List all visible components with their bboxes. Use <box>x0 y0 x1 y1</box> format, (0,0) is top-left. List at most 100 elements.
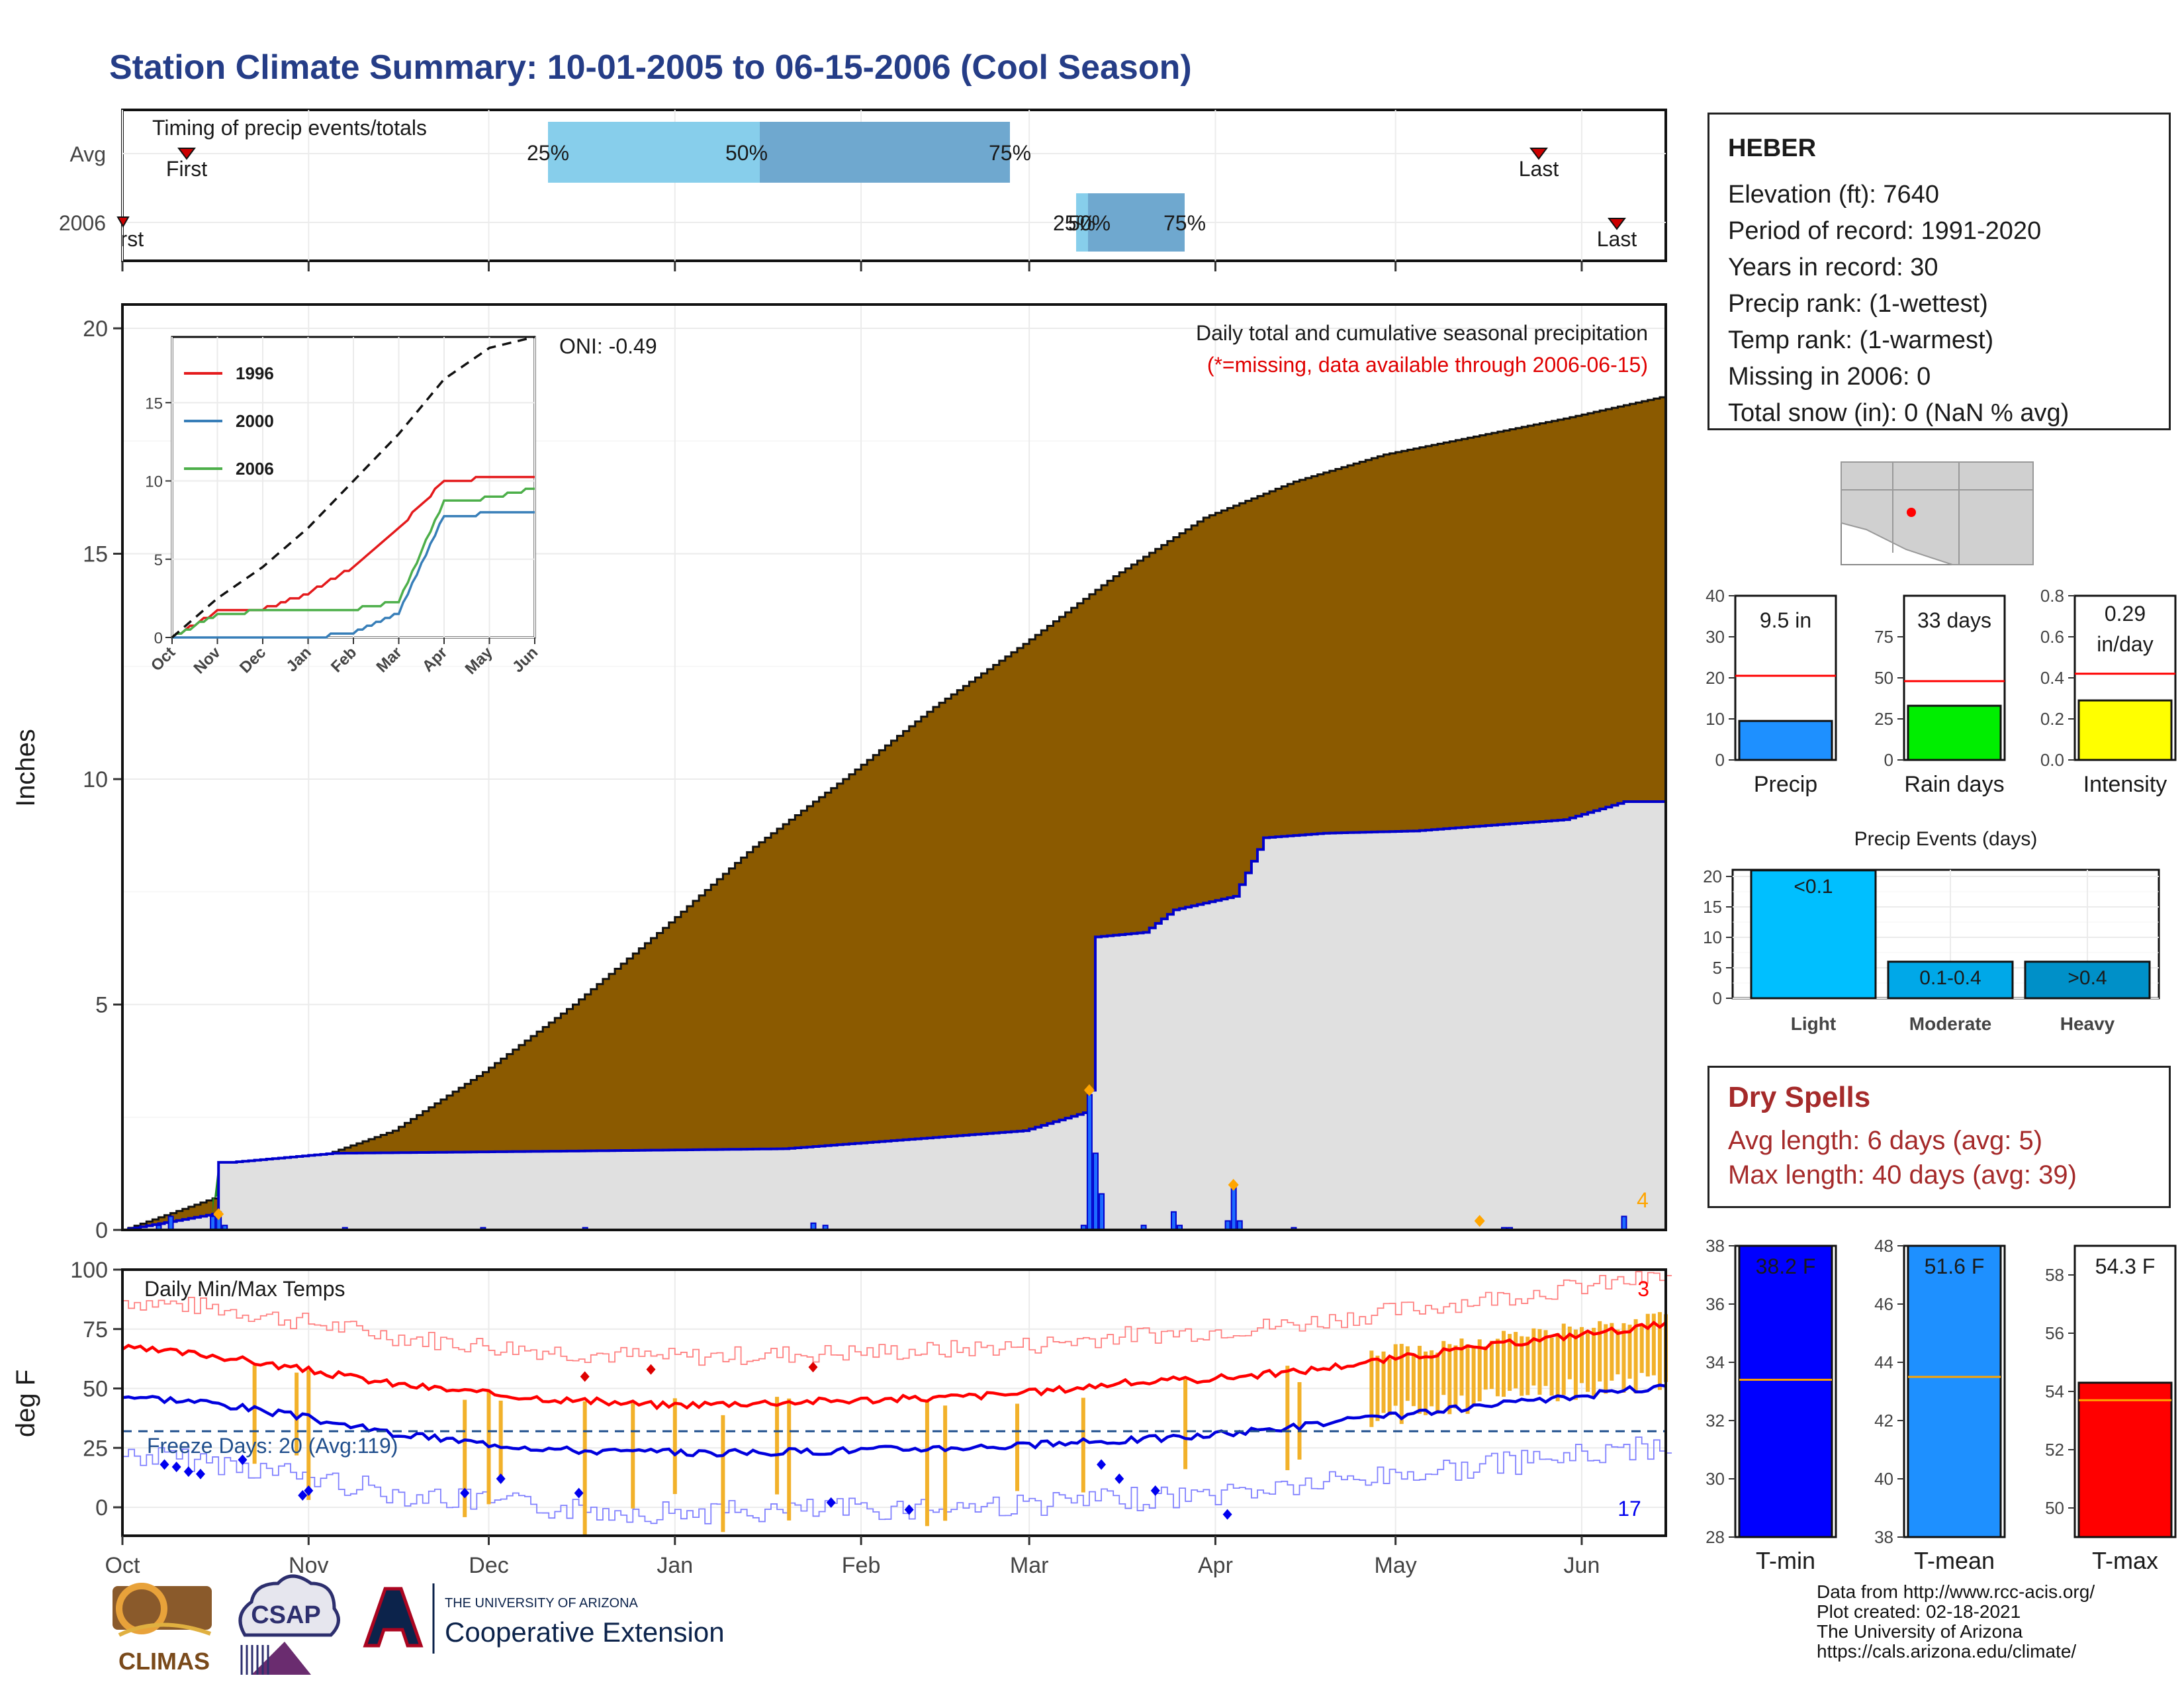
temp-summary-ytick-label: 38 <box>1874 1527 1893 1547</box>
timing-2006-q50-q75-bar <box>1088 193 1185 252</box>
month-label: Mar <box>1010 1553 1049 1578</box>
inset-ytick-label: 0 <box>154 630 163 647</box>
temp-summary-ytick-label: 54 <box>2045 1382 2064 1401</box>
dry-spells-title: Dry Spells <box>1728 1081 1871 1113</box>
timing-avg-last: Last <box>1519 157 1559 181</box>
record-low-diamond <box>171 1461 181 1472</box>
temp-ytick-label: 75 <box>83 1317 108 1342</box>
credit-source: Data from http://www.rcc-acis.org/ <box>1817 1581 2095 1602</box>
temp-summary-value-tmin: 38.2 F <box>1756 1254 1816 1278</box>
timing-avg-last-marker <box>1529 148 1548 160</box>
csap-logo-cloud <box>238 1574 340 1637</box>
temp-range-bar <box>1627 1325 1632 1379</box>
temp-range-bar <box>1459 1338 1464 1396</box>
temp-summary-value-tmax: 54.3 F <box>2095 1254 2156 1278</box>
precip-count-label: 4 <box>1637 1188 1649 1212</box>
temp-summary-ytick-label: 42 <box>1874 1411 1893 1430</box>
temperature-panel: 0 25 50 75 100 Daily Min/Max Temps Freeze Days… <box>11 1258 1672 1578</box>
temp-range-bar <box>1015 1403 1020 1491</box>
temp-range-bar <box>1531 1328 1536 1386</box>
month-label: Oct <box>105 1553 140 1578</box>
precip-events-bar <box>1887 961 2014 1000</box>
temp-range-bar <box>252 1365 257 1464</box>
temp-range-bar <box>1657 1312 1662 1390</box>
logos: CLIMAS CSAP THE UNIVERSITY OF ARIZONA Coope… <box>113 1574 725 1675</box>
temp-range-bar <box>306 1370 311 1500</box>
temp-range-bar <box>1645 1313 1650 1377</box>
record-low-diamond <box>904 1504 914 1515</box>
temp-range-bar <box>1297 1382 1302 1460</box>
temp-summary-label-tmax: T-max <box>2092 1547 2158 1574</box>
temp-range-bar <box>1520 1336 1524 1396</box>
inset-ytick-label: 15 <box>145 395 163 412</box>
temp-range-bar <box>1453 1345 1458 1409</box>
precip-event-diamond <box>213 1208 224 1221</box>
temp-ytick-label: 100 <box>70 1258 108 1283</box>
precip-events-bar <box>2024 961 2151 1000</box>
avg-tmin-line <box>122 1383 1666 1458</box>
summary-ytick-label: 30 <box>1706 627 1725 647</box>
record-low-diamond <box>183 1466 193 1477</box>
locator-map-region <box>1841 461 2034 565</box>
station-years: Years in record: 30 <box>1728 254 1938 281</box>
page-title: Station Climate Summary: 10-01-2005 to 0… <box>109 48 1192 87</box>
timing-2006-last-marker <box>1608 218 1626 230</box>
record-low-diamond <box>1150 1485 1160 1496</box>
timing-panel: Avg 2006 Timing of precip events/totals 25%… <box>59 109 1667 271</box>
credit-org: The University of Arizona <box>1817 1621 2023 1642</box>
precip-event-diamond <box>1474 1215 1485 1227</box>
inset-legend-label-2000: 2000 <box>236 411 274 431</box>
ua-logo-large-text: Cooperative Extension <box>445 1617 725 1648</box>
temp-range-bar <box>1430 1350 1434 1407</box>
summary-label-precip: Precip <box>1754 772 1817 797</box>
temp-range-bar <box>498 1400 503 1483</box>
observed-cumulative-line <box>122 800 1666 1231</box>
dry-spells-max: Max length: 40 days (avg: 39) <box>1728 1160 2077 1190</box>
summary-ytick-label: 0 <box>1715 750 1725 770</box>
timing-2006-q50: 50% <box>1068 211 1111 235</box>
temp-range-bar <box>631 1403 635 1509</box>
temp-background <box>122 1270 1666 1536</box>
temp-summary-ytick-label: 32 <box>1706 1411 1725 1430</box>
temp-summary-ytick-label: 30 <box>1706 1469 1725 1489</box>
month-label: Nov <box>289 1553 328 1578</box>
csap-logo-text: CSAP <box>251 1601 321 1629</box>
precip-event-diamond <box>1083 1084 1095 1096</box>
climas-logo-arc <box>118 1622 212 1637</box>
record-low-diamond <box>195 1468 205 1479</box>
temp-range-bar <box>721 1415 725 1532</box>
temp-record-low-line <box>122 1436 1672 1524</box>
precip-events-category: Light <box>1791 1013 1836 1034</box>
temp-range-bar <box>1393 1344 1398 1406</box>
daily-precip-bar <box>1092 1152 1099 1231</box>
station-period: Period of record: 1991-2020 <box>1728 217 2042 245</box>
temp-record-high-line <box>122 1271 1672 1366</box>
temp-range-bar <box>1651 1313 1656 1376</box>
temp-range-bar <box>1604 1324 1608 1394</box>
temp-range-bar <box>1561 1323 1566 1395</box>
temp-summary-ytick-label: 44 <box>1874 1352 1893 1372</box>
temp-summary-ytick-label: 56 <box>2045 1323 2064 1343</box>
month-label: May <box>1375 1553 1417 1578</box>
temp-summary-ytick-label: 48 <box>1874 1236 1893 1256</box>
temp-range-bar <box>1514 1332 1518 1389</box>
record-low-diamond <box>238 1454 248 1466</box>
summary-ytick-label: 50 <box>1874 668 1893 688</box>
record-high-diamond <box>646 1364 656 1375</box>
timing-avg-q25: 25% <box>527 141 569 165</box>
record-low-diamond <box>1222 1509 1232 1520</box>
summary-bar-precip <box>1738 720 1833 761</box>
station-snow: Total snow (in): 0 (NaN % avg) <box>1728 399 2070 427</box>
main-ytick-label: 0 <box>95 1218 108 1243</box>
temp-range-bar <box>1543 1330 1548 1386</box>
credit-date: Plot created: 02-18-2021 <box>1817 1601 2021 1622</box>
main-missing-note: (*=missing, data available through 2006-… <box>1207 353 1648 377</box>
dry-spells-box: Dry Spells Avg length: 6 days (avg: 5) M… <box>1707 1066 2171 1208</box>
temp-range-bar <box>1477 1339 1482 1401</box>
csap-logo-mountain <box>251 1642 311 1675</box>
temp-range-bar <box>1369 1350 1374 1427</box>
temp-summary-bar-tmin <box>1738 1244 1833 1538</box>
station-name: HEBER <box>1728 134 1817 162</box>
temp-range-bar <box>1411 1353 1416 1407</box>
temp-range-bar <box>295 1372 299 1456</box>
